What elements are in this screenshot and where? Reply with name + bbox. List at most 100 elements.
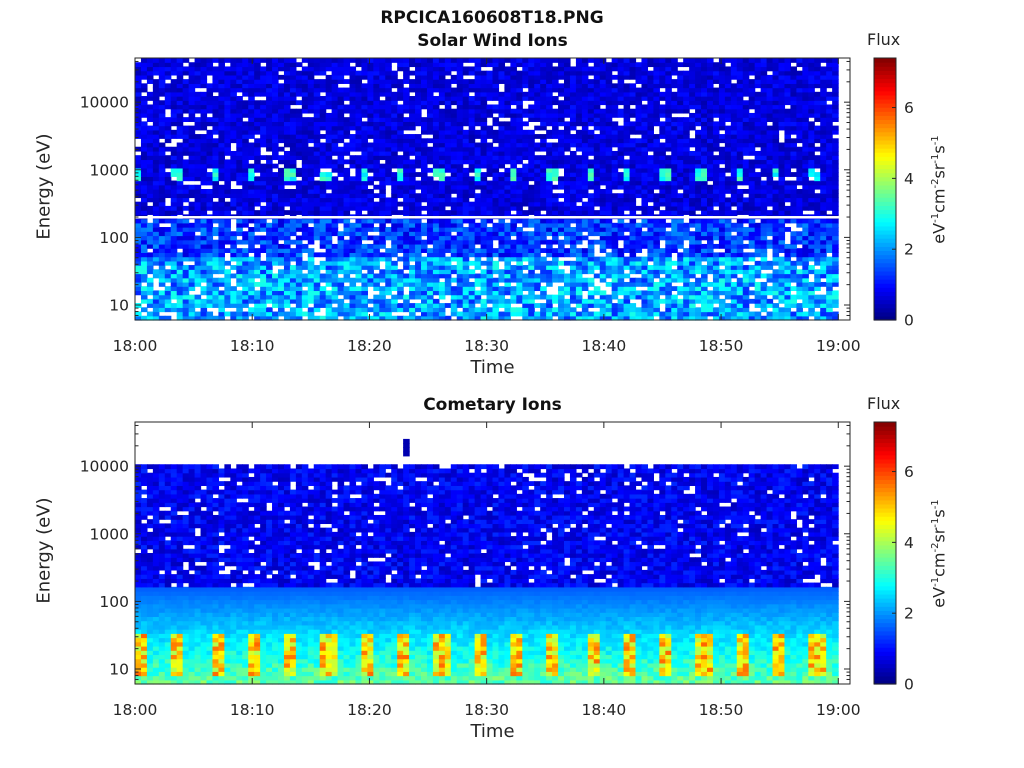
- heatmap-cell: [158, 290, 166, 296]
- heatmap-cell: [474, 146, 482, 152]
- heatmap-cell: [301, 277, 309, 283]
- heatmap-cell: [319, 286, 327, 292]
- heatmap-cell: [742, 281, 750, 287]
- heatmap-cell: [707, 117, 714, 122]
- heatmap-cell: [278, 172, 285, 177]
- heatmap-cell: [796, 231, 803, 237]
- heatmap-cell: [349, 307, 357, 313]
- heatmap-cell: [421, 205, 428, 211]
- heatmap-cell: [790, 277, 797, 283]
- heatmap-cell: [695, 218, 702, 224]
- heatmap-cell: [629, 180, 637, 186]
- heatmap-cell: [135, 239, 142, 245]
- heatmap-cell: [170, 163, 178, 169]
- heatmap-cell: [564, 277, 571, 283]
- heatmap-cell: [254, 189, 261, 194]
- heatmap-cell: [712, 197, 720, 203]
- heatmap-cell: [438, 252, 446, 258]
- heatmap-cell: [826, 231, 833, 237]
- heatmap-cell: [760, 172, 768, 177]
- heatmap-cell: [349, 155, 357, 161]
- heatmap-cell: [510, 155, 517, 161]
- heatmap-cell: [689, 307, 696, 313]
- heatmap-cell: [307, 269, 315, 275]
- heatmap-cell: [158, 243, 166, 249]
- heatmap-cell: [289, 125, 297, 131]
- heatmap-cell: [754, 155, 762, 161]
- heatmap-cell: [182, 298, 190, 304]
- heatmap-cell: [534, 142, 541, 148]
- heatmap-cell: [391, 248, 398, 253]
- heatmap-cell: [421, 176, 428, 182]
- heatmap-cell: [456, 193, 464, 199]
- heatmap-cell: [176, 150, 184, 156]
- heatmap-cell: [379, 142, 386, 148]
- heatmap-cell: [701, 121, 708, 127]
- heatmap-cell: [468, 218, 476, 224]
- heatmap-cell: [212, 239, 220, 245]
- heatmap-cell: [629, 235, 637, 241]
- heatmap-cell: [623, 311, 631, 317]
- heatmap-cell: [373, 142, 380, 148]
- heatmap-cell: [635, 167, 643, 173]
- heatmap-cell: [558, 159, 565, 165]
- heatmap-cell: [135, 256, 142, 262]
- heatmap-cell: [683, 307, 690, 313]
- heatmap-cell: [534, 315, 541, 321]
- heatmap-cell: [200, 256, 208, 262]
- heatmap-cell: [146, 117, 154, 122]
- heatmap-cell: [605, 298, 613, 304]
- heatmap-cell: [301, 273, 309, 279]
- heatmap-cell: [146, 303, 154, 308]
- heatmap-cell: [742, 227, 750, 232]
- heatmap-cell: [552, 239, 559, 245]
- heatmap-cell: [778, 277, 786, 283]
- heatmap-cell: [135, 205, 142, 211]
- heatmap-cell: [391, 172, 398, 177]
- heatmap-cell: [540, 311, 547, 317]
- heatmap-cell: [712, 298, 720, 304]
- heatmap-cell: [802, 239, 809, 245]
- heatmap-cell: [486, 281, 494, 287]
- heatmap-cell: [754, 159, 762, 165]
- heatmap-cell: [772, 197, 780, 203]
- heatmap-cell: [236, 252, 243, 258]
- heatmap-cell: [343, 129, 351, 135]
- heatmap-cell: [540, 155, 547, 161]
- heatmap-cell: [164, 125, 172, 131]
- heatmap-cell: [534, 235, 541, 241]
- heatmap-cell: [218, 167, 225, 173]
- heatmap-cell: [593, 286, 601, 292]
- heatmap-cell: [188, 189, 196, 194]
- heatmap-cell: [409, 311, 416, 317]
- heatmap-cell: [361, 172, 368, 177]
- heatmap-cell: [701, 303, 708, 308]
- heatmap-cell: [796, 167, 803, 173]
- heatmap-cell: [617, 150, 625, 156]
- heatmap-cell: [558, 231, 565, 237]
- heatmap-cell: [480, 248, 488, 253]
- heatmap-cell: [832, 210, 839, 215]
- heatmap-cell: [432, 180, 440, 186]
- heatmap-cell: [421, 197, 428, 203]
- heatmap-cell: [158, 248, 166, 253]
- heatmap-cell: [617, 222, 625, 228]
- heatmap-cell: [593, 201, 601, 207]
- heatmap-cell: [158, 167, 166, 173]
- heatmap-cell: [701, 129, 708, 135]
- heatmap-cell: [409, 142, 416, 148]
- heatmap-cell: [587, 121, 595, 127]
- heatmap-cell: [158, 273, 166, 279]
- heatmap-cell: [337, 298, 345, 304]
- heatmap-cell: [516, 193, 523, 199]
- heatmap-cell: [498, 193, 506, 199]
- heatmap-cell: [826, 311, 833, 317]
- heatmap-cell: [504, 277, 511, 283]
- heatmap-cell: [605, 205, 613, 211]
- heatmap-cell: [397, 138, 404, 144]
- heatmap-cell: [176, 201, 184, 207]
- heatmap-cell: [313, 125, 321, 131]
- heatmap-cell: [552, 197, 559, 203]
- heatmap-cell: [498, 176, 506, 182]
- heatmap-cell: [623, 243, 631, 249]
